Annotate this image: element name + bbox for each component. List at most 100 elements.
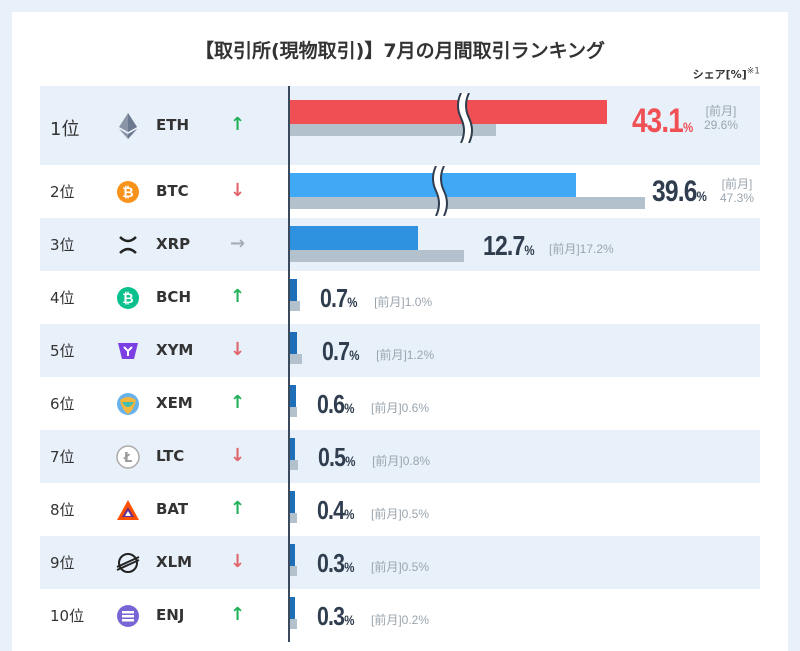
share-note-mark: ※1	[746, 66, 760, 77]
share-value-number: 0.3	[317, 548, 345, 578]
xrp-icon	[114, 231, 142, 259]
bar-previous	[290, 566, 297, 576]
bar-previous	[290, 460, 299, 470]
share-value-number: 0.6	[317, 389, 345, 419]
percent-sign: %	[344, 612, 354, 628]
bar-previous	[290, 513, 297, 523]
percent-sign: %	[347, 294, 357, 310]
share-value: 0.7%	[322, 336, 359, 367]
ranking-row: 5位 XYM ↓	[40, 324, 760, 377]
previous-month-tag: [前月]	[721, 177, 753, 191]
enj-icon	[114, 602, 142, 630]
coin-symbol: ENJ	[156, 605, 185, 624]
rank-label: 7位	[50, 447, 75, 466]
rank-label: 10位	[50, 606, 85, 625]
bat-icon	[114, 496, 142, 524]
bar-previous	[290, 407, 297, 417]
btc-icon: ₿	[114, 178, 142, 206]
rank-label: 8位	[50, 500, 75, 519]
percent-sign: %	[524, 242, 534, 258]
ranking-row: 4位 ₿ BCH ↑	[40, 271, 760, 324]
trend-down-arrow-icon: ↓	[230, 338, 246, 360]
trend-down-arrow-icon: ↓	[230, 444, 246, 466]
trend-up-arrow-icon: ↑	[230, 603, 246, 625]
previous-month-number: 29.6%	[704, 118, 739, 132]
bch-icon: ₿	[114, 284, 142, 312]
percent-sign: %	[349, 347, 359, 363]
share-value-number: 39.6	[652, 175, 697, 208]
share-value: 12.7%	[483, 230, 535, 262]
trend-up-arrow-icon: ↑	[230, 497, 246, 519]
share-value: 0.3%	[317, 548, 354, 579]
trend-up-arrow-icon: ↑	[230, 391, 246, 413]
svg-text:₿: ₿	[122, 185, 133, 201]
previous-month-tag: [前月]	[705, 104, 737, 118]
share-value: 0.5%	[318, 442, 355, 473]
percent-sign: %	[345, 453, 355, 469]
xlm-icon	[114, 549, 142, 577]
share-value-number: 43.1	[632, 102, 684, 140]
previous-month-value: [前月]17.2%	[549, 242, 614, 256]
rank-label: 2位	[50, 182, 75, 201]
percent-sign: %	[682, 119, 693, 135]
previous-month-value: [前月]0.2%	[371, 613, 430, 627]
ltc-icon: Ł	[114, 443, 142, 471]
axis-break-mark	[432, 166, 448, 216]
xym-icon	[114, 337, 142, 365]
coin-symbol: BAT	[156, 499, 189, 518]
percent-sign: %	[696, 188, 707, 204]
trend-down-arrow-icon: ↓	[230, 550, 246, 572]
bar-current	[290, 597, 295, 619]
coin-symbol: LTC	[156, 446, 185, 465]
bar-current	[290, 438, 296, 460]
rank-label: 5位	[50, 341, 75, 360]
percent-sign: %	[344, 400, 354, 416]
bar-current	[290, 100, 607, 124]
bar-current	[290, 332, 298, 354]
ranking-row: 10位 ENJ ↑	[40, 589, 760, 642]
previous-month-value: [前月]0.8%	[372, 454, 431, 468]
coin-symbol: XLM	[156, 552, 193, 571]
rank-label: 6位	[50, 394, 75, 413]
axis-break-mark	[457, 93, 473, 143]
previous-month-value: [前月] 29.6%	[704, 104, 738, 132]
bar-previous	[290, 354, 303, 364]
ranking-row: 8位 BAT ↑	[40, 483, 760, 536]
svg-text:₿: ₿	[122, 291, 133, 307]
share-value: 0.4%	[317, 495, 354, 526]
ranking-row: 7位 Ł LTC ↓	[40, 430, 760, 483]
xem-icon	[114, 390, 142, 418]
trend-flat-arrow-icon: →	[230, 232, 246, 254]
share-value-number: 12.7	[483, 230, 525, 261]
share-unit-text: シェア[%]	[692, 68, 747, 81]
share-value: 39.6%	[652, 175, 707, 209]
share-value: 43.1%	[632, 102, 693, 141]
ranking-row: 6位 XEM ↑	[40, 377, 760, 430]
previous-month-value: [前月] 47.3%	[720, 177, 754, 205]
chart-axis-line	[288, 86, 290, 642]
trend-down-arrow-icon: ↓	[230, 179, 246, 201]
coin-symbol: XRP	[156, 234, 191, 253]
percent-sign: %	[344, 559, 354, 575]
share-value: 0.3%	[317, 601, 354, 632]
share-value-number: 0.7	[320, 283, 348, 313]
share-value-number: 0.7	[322, 336, 350, 366]
previous-month-value: [前月]0.6%	[371, 401, 430, 415]
coin-symbol: BCH	[156, 287, 191, 306]
previous-month-value: [前月]0.5%	[371, 560, 430, 574]
rank-label: 3位	[50, 235, 75, 254]
share-value-number: 0.4	[317, 495, 345, 525]
coin-symbol: XEM	[156, 393, 193, 412]
share-value: 0.6%	[317, 389, 354, 420]
coin-symbol: XYM	[156, 340, 194, 359]
bar-current	[290, 544, 295, 566]
previous-month-value: [前月]1.0%	[374, 295, 433, 309]
eth-icon	[114, 112, 142, 140]
share-value-number: 0.3	[317, 601, 345, 631]
coin-symbol: ETH	[156, 115, 190, 134]
bar-current	[290, 491, 295, 513]
previous-month-number: 47.3%	[720, 191, 755, 205]
bar-previous	[290, 250, 464, 262]
bar-current	[290, 385, 297, 407]
